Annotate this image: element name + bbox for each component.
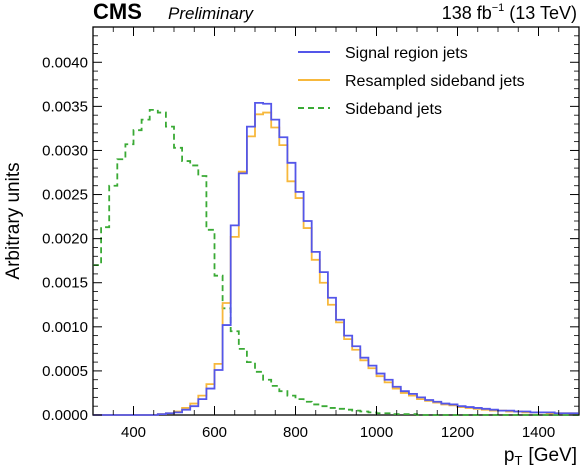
y-tick-label: 0.0025 <box>42 187 88 204</box>
x-axis-label-main: p <box>504 445 515 466</box>
y-tick-label: 0.0030 <box>42 142 88 159</box>
x-axis-label-unit: [GeV] <box>528 445 577 466</box>
x-tick-label: 1200 <box>441 424 474 441</box>
status-label: Preliminary <box>168 4 255 23</box>
y-tick-label: 0.0035 <box>42 98 88 115</box>
y-tick-label: 0.0020 <box>42 231 88 248</box>
y-tick-label: 0.0040 <box>42 54 88 71</box>
x-axis-label: pT [GeV] <box>504 445 577 466</box>
x-tick-label: 1000 <box>360 424 393 441</box>
x-tick-label: 800 <box>283 424 308 441</box>
x-tick-label: 1400 <box>522 424 555 441</box>
legend-label-resampled-sideband-jets: Resampled sideband jets <box>345 73 525 90</box>
y-axis-label: Arbitrary units <box>3 162 24 279</box>
x-tick-label: 600 <box>202 424 227 441</box>
luminosity-label: 138 fb−1 (13 TeV) <box>442 2 577 23</box>
legend-label-sideband-jets: Sideband jets <box>345 101 442 118</box>
energy-label: (13 TeV) <box>509 3 577 23</box>
legend-label-signal-region-jets: Signal region jets <box>345 45 468 62</box>
legend: Signal region jets Resampled sideband jet… <box>298 45 525 118</box>
series-line-resampled-sideband-jets <box>93 111 579 416</box>
series-layer <box>93 101 579 416</box>
series-line-sideband-jets <box>93 108 579 416</box>
y-tick-label: 0.0015 <box>42 275 88 292</box>
ticks-layer: 400 600 800 1000 1200 1400 0.0000 0.0005 0.0010 0… <box>42 26 580 441</box>
y-tick-label: 0.0005 <box>42 363 88 380</box>
x-tick-label: 400 <box>121 424 146 441</box>
y-tick-label: 0.0000 <box>42 407 88 424</box>
luminosity-value: 138 fb <box>442 3 492 23</box>
y-tick-label: 0.0010 <box>42 319 88 336</box>
luminosity-exponent: −1 <box>492 2 505 14</box>
series-line-signal-region-jets <box>93 101 579 416</box>
x-axis-label-sub: T <box>514 453 522 466</box>
experiment-label: CMS <box>93 0 142 24</box>
